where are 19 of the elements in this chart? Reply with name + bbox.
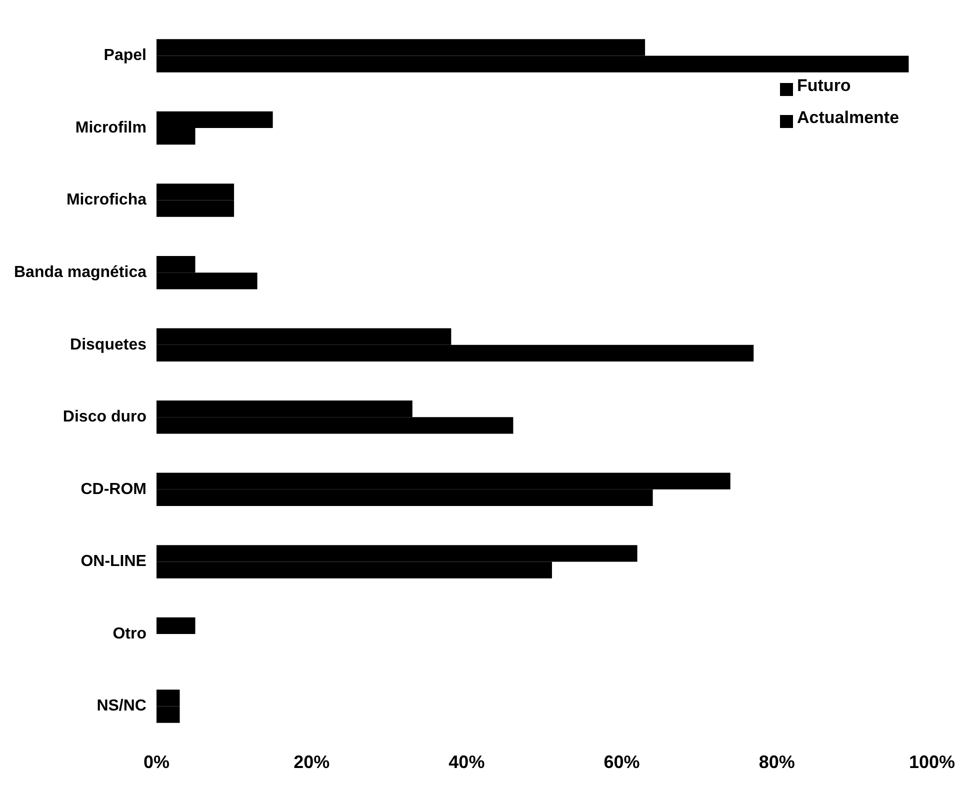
y-tick-label: Microfilm: [75, 119, 146, 136]
x-tick-label: 0%: [143, 752, 170, 772]
y-tick-label: Papel: [104, 47, 146, 64]
legend-label: Futuro: [797, 76, 851, 96]
x-tick-label: 100%: [908, 752, 956, 772]
y-tick-label: ON-LINE: [80, 553, 147, 570]
y-tick-label: CD-ROM: [80, 480, 146, 498]
y-tick-label: Microficha: [66, 192, 147, 209]
x-tick-label: 80%: [758, 752, 795, 772]
bar: [156, 617, 196, 634]
y-tick-label: Banda magnética: [14, 264, 147, 281]
x-tick-label: 40%: [448, 752, 485, 772]
y-tick-label: Otro: [112, 625, 147, 642]
x-tick-label: 20%: [294, 752, 330, 772]
x-tick-label: 60%: [604, 752, 640, 772]
y-tick-label: Disco duro: [62, 408, 147, 426]
legend-label: Actualmente: [797, 108, 900, 128]
y-tick-label: NS/NC: [96, 698, 147, 715]
y-tick-label: Disquetes: [70, 336, 147, 354]
